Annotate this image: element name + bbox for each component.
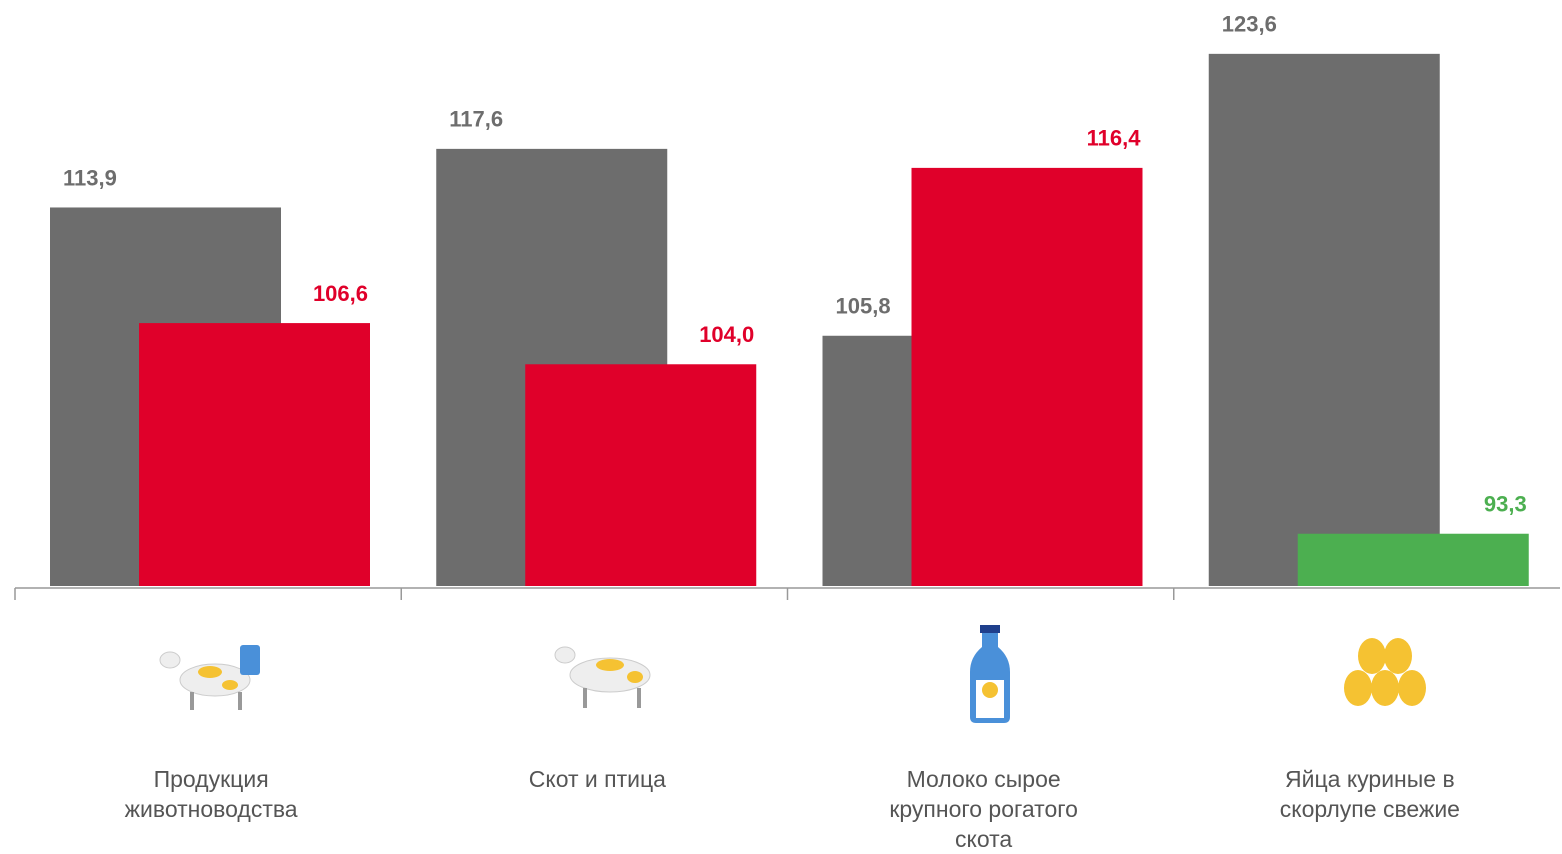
value-label: 104,0	[699, 322, 754, 347]
value-label: 106,6	[313, 281, 368, 306]
value-label: 117,6	[449, 107, 503, 132]
value-label: 113,9	[63, 165, 117, 190]
icons	[159, 625, 1426, 723]
cow-icon	[159, 645, 260, 710]
value-label: 123,6	[1222, 12, 1277, 37]
value-label: 93,3	[1484, 492, 1527, 517]
cow-icon	[554, 646, 651, 708]
bar	[139, 323, 370, 586]
eggs-icon	[1344, 638, 1426, 706]
bar	[525, 364, 757, 586]
milk-bottle-icon	[970, 625, 1010, 723]
bar	[911, 167, 1143, 586]
value-label: 105,8	[836, 294, 891, 319]
category-label: Молоко сырое крупного рогатого скота	[889, 766, 1078, 852]
value-label: 116,4	[1087, 126, 1142, 151]
bar	[1297, 533, 1529, 586]
category-label: Продукция животноводства	[124, 766, 298, 822]
bar	[1208, 53, 1440, 587]
category-label: Яйца куриные в скорлупе свежие	[1279, 766, 1460, 822]
category-label: Скот и птица	[528, 766, 666, 792]
